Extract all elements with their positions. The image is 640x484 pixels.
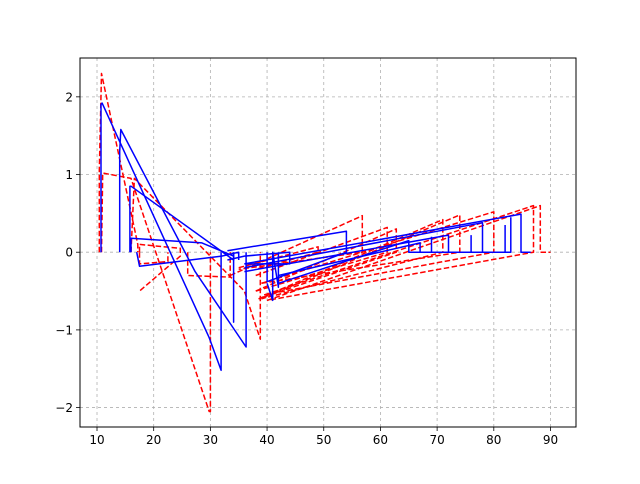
x-tick-label: 30 bbox=[203, 433, 218, 447]
series-0-line-4 bbox=[138, 252, 169, 265]
y-tick-label: −1 bbox=[55, 323, 73, 337]
series-1-line-6 bbox=[227, 230, 348, 283]
x-tick-label: 90 bbox=[543, 433, 558, 447]
x-tick-label: 60 bbox=[373, 433, 388, 447]
x-tick-label: 50 bbox=[316, 433, 331, 447]
x-tick-label: 20 bbox=[146, 433, 161, 447]
series-0-line-1 bbox=[100, 172, 212, 413]
series-1-line-0 bbox=[100, 102, 222, 372]
y-tick-label: 1 bbox=[65, 168, 73, 182]
x-tick-label: 80 bbox=[486, 433, 501, 447]
series-0-group bbox=[98, 72, 551, 413]
x-tick-label: 10 bbox=[89, 433, 104, 447]
series-1-line-12 bbox=[244, 213, 531, 265]
y-tick-label: −2 bbox=[55, 401, 73, 415]
series-0-line-0 bbox=[98, 72, 139, 253]
series-0-line-13 bbox=[263, 204, 535, 302]
axes: 10 20 30 40 50 60 70 80 90 −2 −1 0 1 2 bbox=[55, 90, 558, 447]
series-1-line-1 bbox=[118, 128, 247, 348]
series-1-line-3 bbox=[130, 237, 235, 323]
x-tick-label: 40 bbox=[259, 433, 274, 447]
series-0-line-14 bbox=[266, 204, 551, 302]
x-tick-label: 70 bbox=[429, 433, 444, 447]
y-tick-label: 0 bbox=[65, 246, 73, 260]
series-0-line-3 bbox=[138, 243, 182, 292]
plot-frame bbox=[79, 57, 577, 428]
grid bbox=[80, 58, 576, 427]
series-layer bbox=[98, 72, 551, 413]
series-1-line-10 bbox=[244, 234, 472, 273]
series-1-line-4 bbox=[135, 251, 240, 267]
series-1-line-9 bbox=[278, 236, 433, 277]
series-1-line-11 bbox=[244, 217, 512, 269]
series-1-line-7 bbox=[266, 251, 280, 302]
y-tick-label: 2 bbox=[65, 90, 73, 104]
series-0-line-6 bbox=[229, 214, 364, 277]
series-0-line-5 bbox=[186, 252, 231, 278]
plot-background bbox=[80, 58, 576, 427]
series-1-group bbox=[100, 102, 531, 372]
